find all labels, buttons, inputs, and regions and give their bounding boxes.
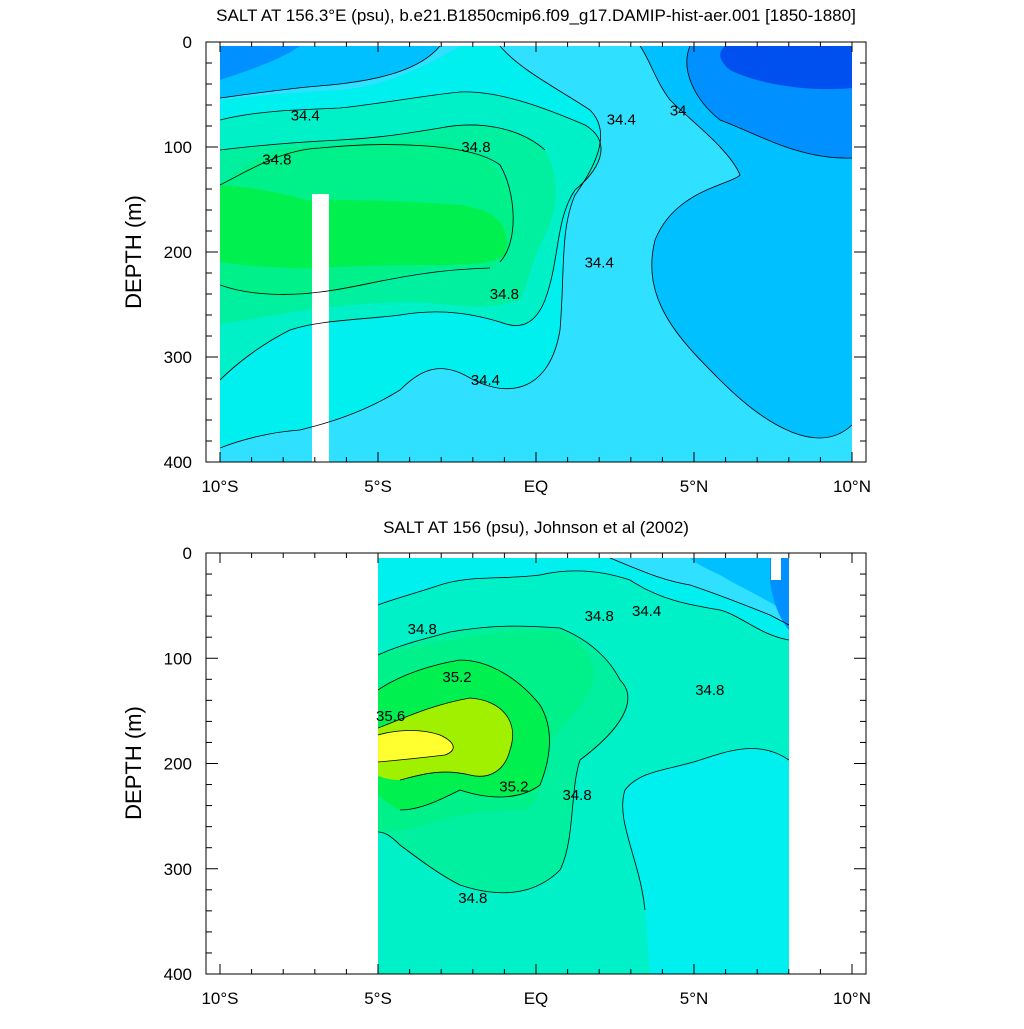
bottom-contour-fill	[378, 558, 789, 974]
contour-label: 34.8	[490, 286, 519, 303]
contour-label: 34.4	[291, 108, 320, 125]
x-tick-label: EQ	[524, 477, 549, 496]
contour-label: 34.4	[632, 603, 661, 620]
y-tick-label: 100	[164, 138, 192, 157]
bottom-contour-line	[378, 659, 550, 811]
y-tick-label: 300	[164, 348, 192, 367]
bottom-contour-lines	[378, 558, 789, 911]
top-contour-line	[220, 91, 602, 326]
bottom-panel: SALT AT 156 (psu), Johnson et al (2002)	[121, 518, 871, 1008]
y-tick-label: 0	[183, 544, 192, 563]
bottom-lightblue-top-level	[690, 558, 789, 615]
x-tick-label: 10°N	[833, 989, 871, 1008]
contour-label: 34.8	[408, 621, 437, 638]
top-green-core-level	[220, 185, 305, 268]
contour-label: 34.8	[262, 152, 291, 169]
contour-label: 34.4	[585, 255, 614, 272]
top-contour-line	[220, 124, 546, 151]
contour-label: 34	[670, 102, 687, 119]
y-tick-label: 400	[164, 965, 192, 984]
top-x-ticks: 10°S 5°S EQ 5°N 10°N	[201, 42, 871, 496]
x-tick-label: 10°S	[201, 477, 238, 496]
bottom-contour-line	[378, 625, 629, 894]
bottom-contour-line	[378, 570, 789, 641]
top-missing-data-bar	[312, 194, 329, 462]
y-tick-label: 200	[164, 755, 192, 774]
contour-label: 34.8	[461, 139, 490, 156]
y-tick-label: 100	[164, 649, 192, 668]
contour-label: 34.8	[458, 890, 487, 907]
contour-label: 34.8	[585, 608, 614, 625]
top-right-deepblue-level	[720, 46, 852, 90]
contour-label: 34.4	[471, 372, 500, 389]
bottom-yellow-level	[378, 730, 454, 762]
bottom-contour-labels: 34.8 34.8 34.4 34.8 35.2 35.6 35.2 34.8 34.8	[376, 603, 724, 907]
top-y-ticks: 0 100 200 300 400	[164, 33, 866, 472]
top-contour-lines	[220, 46, 852, 449]
top-contour-line	[220, 46, 441, 99]
top-panel-title: SALT AT 156.3°E (psu), b.e21.B1850cmip6.…	[216, 6, 856, 25]
bottom-contour-line	[622, 748, 789, 911]
y-tick-label: 0	[183, 33, 192, 52]
y-tick-label: 400	[164, 453, 192, 472]
top-contour-line	[220, 267, 491, 295]
bottom-y-axis-label: DEPTH (m)	[121, 706, 146, 820]
bottom-missing-data-cell	[771, 558, 781, 580]
contour-label: 35.2	[442, 669, 471, 686]
bottom-contour-line	[378, 730, 454, 763]
contour-label: 35.6	[376, 708, 405, 725]
top-contour-line	[220, 46, 602, 449]
x-tick-label: 10°N	[833, 477, 871, 496]
top-contour-line	[220, 144, 514, 263]
bottom-contour-line	[609, 558, 789, 626]
top-contour-fill	[220, 46, 852, 462]
contour-label: 34.8	[695, 682, 724, 699]
x-tick-label: 5°S	[364, 477, 392, 496]
bottom-cyan-right-level	[622, 748, 789, 974]
contour-label: 34.4	[607, 112, 636, 129]
x-tick-label: 5°N	[680, 989, 709, 1008]
y-tick-label: 200	[164, 243, 192, 262]
contour-label: 34.8	[562, 787, 591, 804]
top-panel: SALT AT 156.3°E (psu), b.e21.B1850cmip6.…	[121, 6, 871, 496]
contour-label: 35.2	[499, 779, 528, 796]
top-y-axis-label: DEPTH (m)	[121, 195, 146, 309]
top-contour-line	[639, 46, 852, 439]
x-tick-label: 10°S	[201, 989, 238, 1008]
bottom-y-ticks: 0 100 200 300 400	[164, 544, 866, 984]
x-tick-label: 5°S	[364, 989, 392, 1008]
top-contour-line	[686, 46, 852, 159]
top-left-blue-level	[220, 46, 300, 80]
x-tick-label: EQ	[524, 989, 549, 1008]
top-contour-labels: 34.4 34.8 34.8 34.8 34.4 34.4 34.4 34	[262, 102, 686, 389]
top-contour-line	[220, 311, 501, 381]
y-tick-label: 300	[164, 860, 192, 879]
bottom-contour-line	[378, 697, 513, 781]
bottom-panel-title: SALT AT 156 (psu), Johnson et al (2002)	[383, 518, 689, 537]
bottom-x-ticks: 10°S 5°S EQ 5°N 10°N	[201, 553, 871, 1008]
x-tick-label: 5°N	[680, 477, 709, 496]
